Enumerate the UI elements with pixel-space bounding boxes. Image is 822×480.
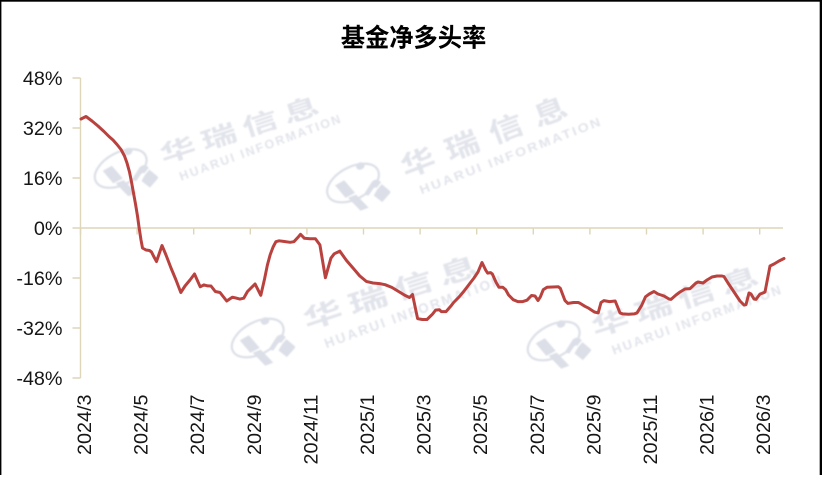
- svg-text:-32%: -32%: [16, 318, 62, 340]
- svg-text:2024/5: 2024/5: [131, 395, 153, 456]
- svg-text:2026/3: 2026/3: [753, 395, 775, 456]
- svg-text:2026/1: 2026/1: [697, 395, 719, 456]
- svg-text:2024/11: 2024/11: [300, 395, 322, 465]
- svg-text:2025/11: 2025/11: [640, 395, 662, 465]
- svg-text:2025/7: 2025/7: [527, 395, 549, 456]
- svg-text:2025/3: 2025/3: [414, 395, 436, 456]
- svg-text:16%: 16%: [23, 168, 63, 190]
- svg-text:2025/5: 2025/5: [470, 395, 492, 456]
- svg-text:2025/1: 2025/1: [357, 395, 379, 456]
- svg-text:2025/9: 2025/9: [583, 395, 605, 456]
- svg-text:HUARUI INFORMATION: HUARUI INFORMATION: [610, 282, 785, 358]
- svg-text:48%: 48%: [23, 68, 63, 90]
- svg-text:2024/9: 2024/9: [244, 395, 266, 456]
- svg-text:2024/7: 2024/7: [187, 395, 209, 456]
- svg-text:32%: 32%: [23, 118, 63, 140]
- svg-text:-16%: -16%: [16, 268, 62, 290]
- svg-text:2024/3: 2024/3: [74, 395, 96, 456]
- svg-text:-48%: -48%: [16, 368, 62, 390]
- svg-text:0%: 0%: [34, 218, 63, 240]
